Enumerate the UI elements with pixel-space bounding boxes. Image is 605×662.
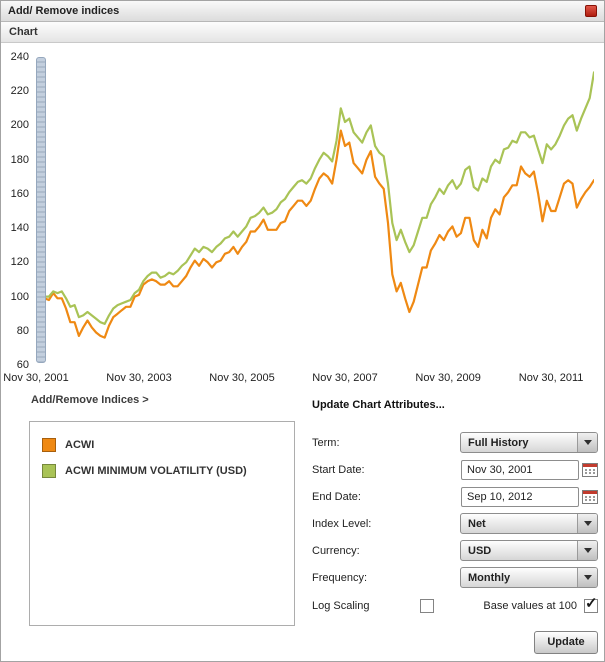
legend-swatch [42, 464, 56, 478]
y-axis-label: 180 [10, 153, 29, 166]
term-dropdown-button[interactable] [577, 433, 597, 452]
end-date-row: End Date: [312, 483, 598, 510]
currency-row: Currency: USD [312, 537, 598, 564]
y-axis-label: 160 [10, 187, 29, 200]
y-axis-label: 200 [10, 119, 29, 132]
y-axis-label: 100 [10, 290, 29, 303]
end-date-calendar-button[interactable] [582, 489, 598, 504]
start-date-row: Start Date: [312, 456, 598, 483]
update-chart-attributes-link[interactable]: Update Chart Attributes... [312, 399, 445, 411]
panel-title: Add/ Remove indices [8, 5, 120, 17]
start-date-input[interactable] [461, 459, 579, 480]
chevron-down-icon [583, 548, 592, 553]
end-date-label: End Date: [312, 490, 361, 503]
log-scaling-label: Log Scaling [312, 600, 370, 612]
term-dropdown-value: Full History [468, 436, 529, 449]
index-level-dropdown-button[interactable] [577, 514, 597, 533]
start-date-calendar-button[interactable] [582, 462, 598, 477]
chevron-down-icon [583, 521, 592, 526]
frequency-label: Frequency: [312, 571, 368, 584]
x-axis-label: Nov 30, 2009 [415, 372, 481, 384]
y-axis-label: 60 [16, 359, 29, 371]
chevron-down-icon [583, 440, 592, 445]
y-axis-label: 140 [10, 222, 29, 235]
legend-item: ACWI MINIMUM VOLATILITY (USD) [30, 458, 294, 484]
base-values-checkbox[interactable]: ✓ [584, 595, 598, 613]
index-level-dropdown[interactable]: Net [460, 513, 598, 534]
currency-dropdown-button[interactable] [577, 541, 597, 560]
legend-label: ACWI MINIMUM VOLATILITY (USD) [65, 465, 247, 477]
end-date-input[interactable] [461, 486, 579, 507]
term-label: Term: [312, 436, 340, 449]
y-axis: 60 80 100 120 140 160 180 200 220 240 [1, 51, 32, 371]
frequency-dropdown[interactable]: Monthly [460, 567, 598, 588]
tab-chart[interactable]: Chart [9, 26, 38, 38]
base-values-label: Base values at 100 [483, 600, 577, 612]
currency-dropdown-value: USD [468, 544, 492, 557]
x-axis-label: Nov 30, 2011 [518, 372, 584, 384]
index-level-row: Index Level: Net [312, 510, 598, 537]
term-row: Term: Full History [312, 429, 598, 456]
update-row: Update [312, 629, 598, 655]
add-remove-indices-link[interactable]: Add/Remove Indices > [31, 394, 149, 406]
term-dropdown[interactable]: Full History [460, 432, 598, 453]
x-axis-label: Nov 30, 2005 [209, 372, 275, 384]
export-pdf-icon[interactable] [585, 5, 597, 17]
frequency-row: Frequency: Monthly [312, 564, 598, 591]
y-axis-label: 120 [10, 256, 29, 269]
index-level-label: Index Level: [312, 517, 372, 530]
chevron-down-icon [583, 575, 592, 580]
chart-attributes-form: Term: Full History Start Date: [312, 429, 598, 655]
x-axis: Nov 30, 2001 Nov 30, 2003 Nov 30, 2005 Nov … [3, 372, 594, 386]
start-date-label: Start Date: [312, 463, 365, 476]
chart-canvas[interactable] [36, 57, 594, 365]
panel-header: Add/ Remove indices [1, 1, 604, 22]
calendar-icon [582, 490, 598, 504]
legend-box: ACWI ACWI MINIMUM VOLATILITY (USD) [29, 421, 295, 626]
legend-items: ACWI ACWI MINIMUM VOLATILITY (USD) [30, 432, 294, 484]
legend-swatch [42, 438, 56, 452]
y-axis-label: 240 [10, 51, 29, 63]
series-line-acwi [36, 129, 594, 339]
checkmark: ✓ [585, 595, 598, 612]
currency-dropdown[interactable]: USD [460, 540, 598, 561]
chart-plot-area[interactable] [36, 57, 594, 365]
y-axis-label: 80 [16, 324, 29, 337]
calendar-icon [582, 463, 598, 477]
series-line-acwi-minimum-volatility-usd [36, 71, 594, 325]
currency-label: Currency: [312, 544, 360, 557]
y-axis-label: 220 [10, 85, 29, 98]
frequency-dropdown-button[interactable] [577, 568, 597, 587]
frequency-dropdown-value: Monthly [468, 571, 511, 584]
legend-item: ACWI [30, 432, 294, 458]
x-axis-label: Nov 30, 2003 [106, 372, 172, 384]
scaling-options-row: Log Scaling Base values at 100 ✓ [312, 591, 598, 621]
x-axis-label: Nov 30, 2007 [312, 372, 378, 384]
legend-label: ACWI [65, 439, 95, 451]
x-axis-label: Nov 30, 2001 [3, 372, 69, 384]
chart-tab-bar: Chart [1, 22, 604, 43]
update-button[interactable]: Update [534, 630, 598, 654]
vertical-zoom-slider[interactable] [36, 57, 46, 363]
log-scaling-checkbox[interactable] [420, 599, 434, 613]
index-level-dropdown-value: Net [468, 517, 486, 530]
